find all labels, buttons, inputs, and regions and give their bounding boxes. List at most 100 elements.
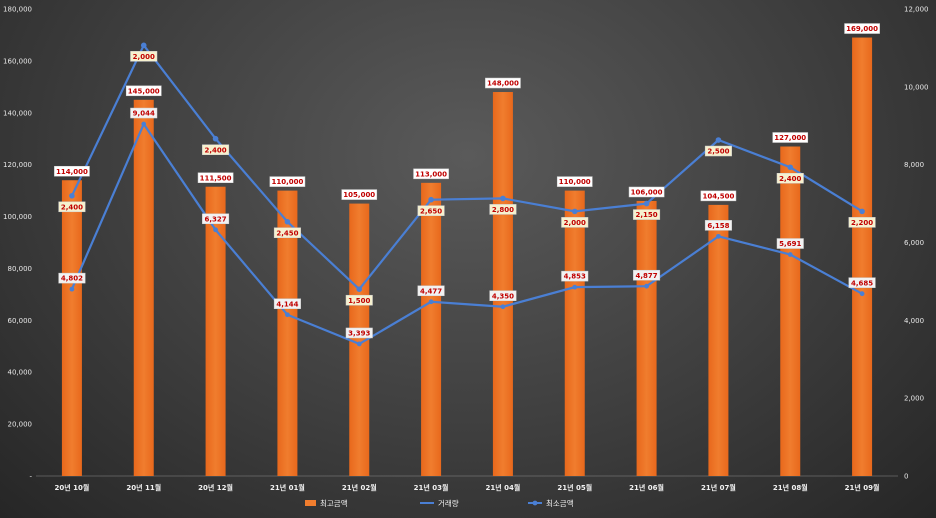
min-price-data-label: 2,800 <box>489 204 517 215</box>
volume-data-label-box <box>58 272 86 284</box>
legend-swatch-최고금액 <box>305 500 316 506</box>
y-left-tick-label: - <box>29 473 32 481</box>
bar-최고금액 <box>636 200 657 476</box>
bar-data-label-text: 105,000 <box>343 191 375 199</box>
volume-data-label-box <box>633 269 661 281</box>
bar-data-label-text: 169,000 <box>846 25 878 33</box>
min-price-data-label-text: 2,800 <box>492 206 514 214</box>
y-left-tick-label: 100,000 <box>3 213 32 221</box>
bar-data-label-box <box>197 172 234 183</box>
y-left-tick-label: 120,000 <box>3 161 32 169</box>
min-price-data-label: 2,400 <box>58 201 86 213</box>
point-거래량 <box>859 291 865 297</box>
bar-최고금액 <box>421 182 442 477</box>
bar-data-label-box <box>628 186 665 198</box>
min-price-data-label-box <box>273 227 301 238</box>
x-tick-label: 21년 07월 <box>701 483 736 492</box>
bar-data-label-box <box>485 77 521 89</box>
bar-최고금액 <box>780 146 801 476</box>
bar-최고금액 <box>133 99 154 477</box>
bar-data-label-text: 106,000 <box>631 189 663 197</box>
min-price-data-label-box <box>417 205 445 216</box>
point-거래량 <box>428 299 434 305</box>
volume-data-label-text: 6,158 <box>707 222 729 230</box>
volume-data-label: 4,144 <box>273 298 301 309</box>
volume-data-label-text: 3,393 <box>348 330 370 338</box>
point-거래량 <box>141 121 147 127</box>
volume-data-label: 4,853 <box>561 270 589 282</box>
bar-data-label: 111,500 <box>197 172 234 183</box>
bar-data-label: 145,000 <box>125 85 162 97</box>
point-최소금액 <box>859 208 865 215</box>
point-최소금액 <box>428 196 434 203</box>
bar-data-label: 106,000 <box>628 186 665 198</box>
min-price-data-label-text: 2,000 <box>133 53 155 61</box>
point-거래량 <box>69 286 75 292</box>
volume-data-label-text: 6,327 <box>205 215 227 223</box>
min-price-data-label-box <box>704 145 732 157</box>
volume-data-label-text: 4,477 <box>420 287 442 295</box>
min-price-data-label: 2,400 <box>776 173 804 184</box>
volume-data-label: 3,393 <box>345 327 373 339</box>
min-price-data-label: 1,500 <box>345 294 373 306</box>
point-거래량 <box>787 252 793 257</box>
volume-data-label-text: 4,877 <box>636 272 658 280</box>
point-거래량 <box>644 283 649 289</box>
volume-data-label: 4,477 <box>417 285 445 297</box>
x-tick-label: 21년 04월 <box>486 483 521 492</box>
point-거래량 <box>500 304 506 310</box>
volume-data-label-box <box>345 327 373 339</box>
y-right-tick-label: 8,000 <box>904 161 924 169</box>
y-right-tick-label: 0 <box>904 473 908 481</box>
bar-data-label-box <box>556 176 593 187</box>
min-price-data-label-box <box>776 173 804 184</box>
point-최소금액 <box>69 193 75 199</box>
volume-data-label-text: 4,802 <box>61 275 83 283</box>
volume-data-label-text: 9,044 <box>133 110 155 118</box>
bar-최고금액 <box>61 180 82 476</box>
min-price-data-label: 2,500 <box>704 145 732 157</box>
legend-label-거래량: 거래량 <box>438 499 459 508</box>
x-tick-label: 21년 01월 <box>270 483 305 492</box>
min-price-data-label-box <box>848 217 876 228</box>
min-price-data-label: 2,000 <box>130 51 158 62</box>
bar-data-label-text: 114,000 <box>56 168 88 176</box>
bar-data-label: 169,000 <box>844 23 880 34</box>
x-tick-label: 20년 11월 <box>126 483 161 492</box>
bar-data-label: 148,000 <box>485 77 521 89</box>
point-거래량 <box>356 341 362 347</box>
volume-data-label: 4,877 <box>633 269 661 281</box>
bar-data-label-text: 127,000 <box>774 134 806 142</box>
min-price-data-label-box <box>202 144 230 155</box>
volume-data-label: 4,802 <box>58 272 86 284</box>
volume-data-label: 9,044 <box>130 107 158 119</box>
volume-data-label-box <box>704 220 732 231</box>
min-price-data-label-box <box>345 294 373 306</box>
y-right-tick-label: 4,000 <box>904 317 924 325</box>
bar-data-label-box <box>772 132 809 143</box>
volume-data-label-box <box>202 213 230 225</box>
y-right-tick-label: 6,000 <box>904 239 924 247</box>
y-left-tick-label: 180,000 <box>3 6 32 14</box>
volume-data-label: 6,158 <box>704 220 732 231</box>
bar-data-label-box <box>54 165 90 177</box>
bar-data-label-text: 148,000 <box>487 80 519 88</box>
y-right-tick-label: 10,000 <box>904 83 929 91</box>
point-최소금액 <box>212 135 219 142</box>
volume-data-label-box <box>489 290 517 301</box>
point-최소금액 <box>787 164 794 171</box>
y-right-tick-label: 12,000 <box>904 6 929 14</box>
volume-data-label: 5,691 <box>776 238 804 249</box>
bar-최고금액 <box>708 204 729 476</box>
x-tick-label: 21년 03월 <box>414 483 449 492</box>
bar-data-label-text: 113,000 <box>415 170 447 178</box>
bar-data-label: 110,000 <box>269 176 306 187</box>
min-price-data-label-box <box>130 51 158 62</box>
bar-data-label: 110,000 <box>556 176 593 187</box>
volume-data-label-box <box>776 238 804 249</box>
x-tick-label: 21년 09월 <box>845 483 880 492</box>
point-최소금액 <box>356 286 363 293</box>
y-left-tick-label: 160,000 <box>3 57 32 65</box>
bar-data-label-box <box>341 189 378 200</box>
